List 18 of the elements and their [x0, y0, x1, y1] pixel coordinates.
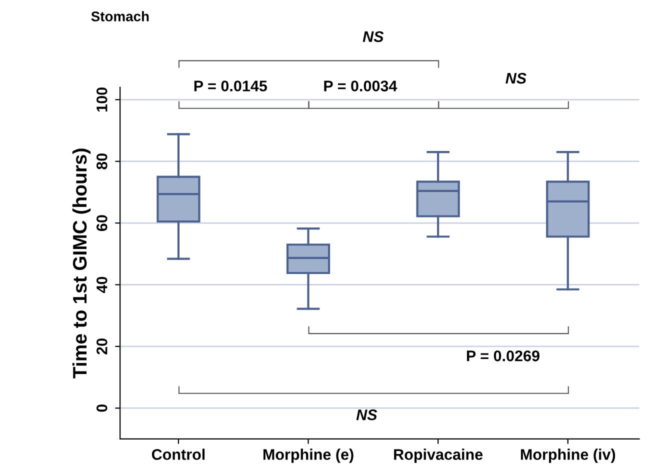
x-tick-label: Morphine (e) — [263, 448, 354, 463]
y-tick-label: 100 — [96, 88, 108, 112]
y-tick-label: 40 — [96, 276, 108, 293]
annotation: P = 0.0145 — [194, 80, 267, 92]
annotation: P = 0.0269 — [466, 350, 540, 362]
chart-title: Stomach — [91, 11, 149, 22]
y-axis-title: Time to 1st GIMC (hours) — [72, 148, 91, 378]
y-tick-label: 0 — [96, 404, 108, 412]
x-tick-label: Control — [152, 448, 205, 460]
annotation: NS — [356, 409, 378, 420]
x-tick-label: Ropivacaine — [394, 448, 483, 463]
y-tick-label: 20 — [96, 338, 108, 354]
text: NS — [506, 72, 526, 84]
y-tick-label: 80 — [96, 153, 108, 170]
x-tick-label: Morphine (iv) — [520, 448, 616, 463]
y-tick-label: 60 — [96, 215, 108, 231]
annotation: P = 0.0034 — [324, 80, 398, 92]
text: NS — [362, 31, 384, 42]
